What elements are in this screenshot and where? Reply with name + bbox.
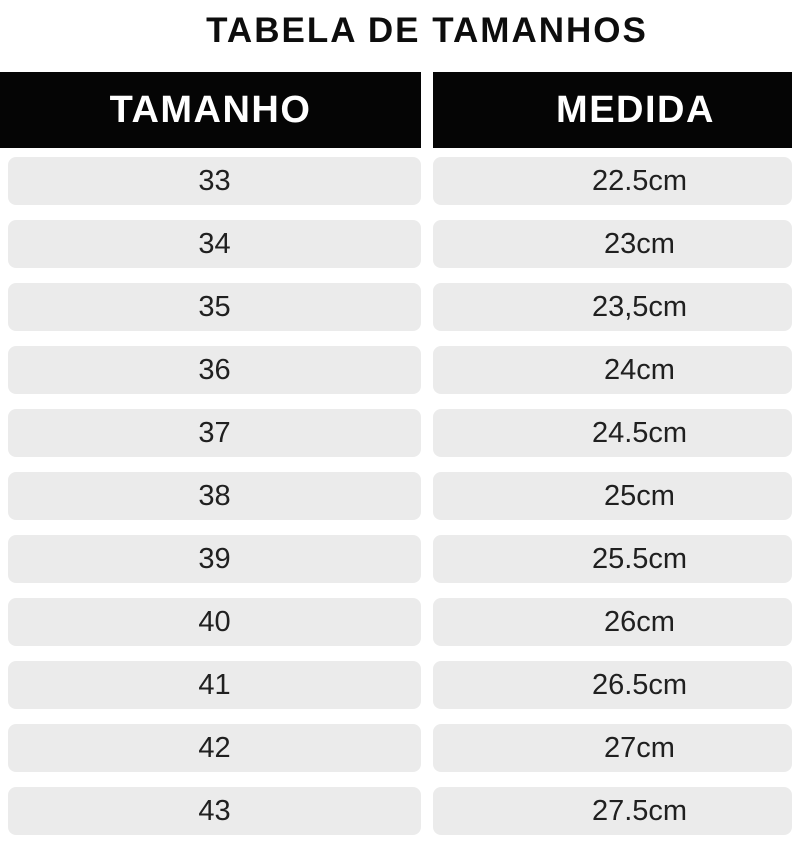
measure-cell-41: 26.5cm [433, 661, 792, 709]
size-cell-34: 34 [8, 220, 421, 268]
column-header-medida: MEDIDA [433, 72, 792, 148]
size-cell-38: 38 [8, 472, 421, 520]
measure-cell-37: 24.5cm [433, 409, 792, 457]
measure-cell-34: 23cm [433, 220, 792, 268]
measure-cell-39: 25.5cm [433, 535, 792, 583]
size-table-body: 33 22.5cm 34 23cm 35 23,5cm 36 24cm 37 2… [0, 157, 792, 835]
page-title: TABELA DE TAMANHOS [206, 11, 648, 50]
measure-cell-36: 24cm [433, 346, 792, 394]
size-cell-42: 42 [8, 724, 421, 772]
measure-cell-42: 27cm [433, 724, 792, 772]
size-cell-40: 40 [8, 598, 421, 646]
size-cell-35: 35 [8, 283, 421, 331]
measure-cell-43: 27.5cm [433, 787, 792, 835]
size-cell-36: 36 [8, 346, 421, 394]
measure-cell-38: 25cm [433, 472, 792, 520]
size-cell-41: 41 [8, 661, 421, 709]
table-header-row: TAMANHO MEDIDA [0, 72, 792, 148]
measure-cell-35: 23,5cm [433, 283, 792, 331]
size-cell-39: 39 [8, 535, 421, 583]
size-cell-33: 33 [8, 157, 421, 205]
size-cell-37: 37 [8, 409, 421, 457]
measure-cell-33: 22.5cm [433, 157, 792, 205]
column-header-tamanho: TAMANHO [0, 72, 421, 148]
size-cell-43: 43 [8, 787, 421, 835]
measure-cell-40: 26cm [433, 598, 792, 646]
